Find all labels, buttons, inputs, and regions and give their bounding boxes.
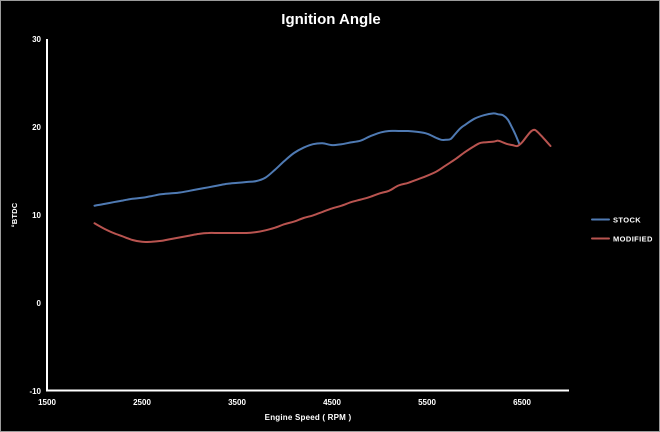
x-tick-label: 4500 bbox=[323, 398, 341, 407]
series-modified-line bbox=[93, 128, 552, 243]
y-tick-label: -10 bbox=[29, 387, 41, 396]
chart-title: Ignition Angle bbox=[281, 11, 380, 28]
x-tick-label: 1500 bbox=[38, 398, 56, 407]
y-tick-label: 10 bbox=[32, 211, 41, 220]
x-tick-label: 5500 bbox=[418, 398, 436, 407]
legend: STOCK MODIFIED bbox=[591, 216, 653, 244]
x-tick-label: 3500 bbox=[228, 398, 246, 407]
y-axis-title: °BTDC bbox=[10, 202, 19, 227]
y-tick-label: 0 bbox=[37, 299, 42, 308]
x-axis-title: Engine Speed ( RPM ) bbox=[265, 413, 352, 422]
legend-stock-label: STOCK bbox=[613, 216, 641, 225]
x-tick-label: 2500 bbox=[133, 398, 151, 407]
x-tick-label: 6500 bbox=[513, 398, 531, 407]
series-stock-line bbox=[93, 112, 521, 207]
legend-modified-label: MODIFIED bbox=[613, 235, 653, 244]
y-tick-label: 20 bbox=[32, 123, 41, 132]
y-tick-label: 30 bbox=[32, 35, 41, 44]
